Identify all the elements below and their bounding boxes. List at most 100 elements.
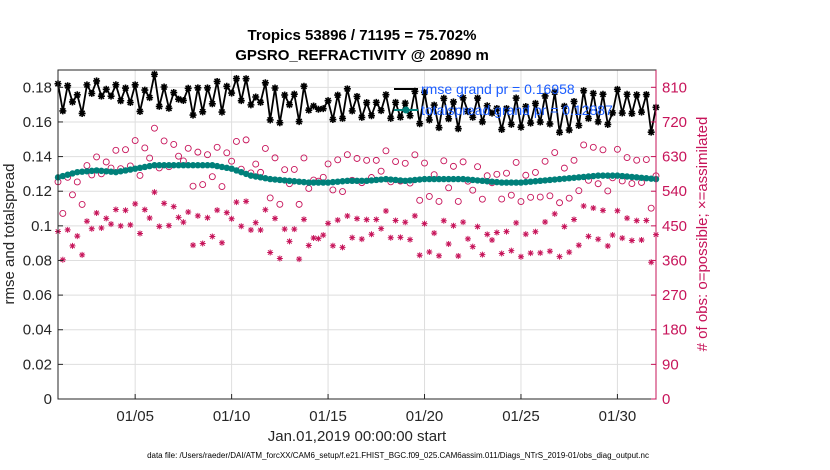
obs-assimilated-point [127, 221, 134, 228]
totalspread-point [469, 176, 476, 184]
rmse-point [565, 126, 573, 134]
data-file-footer: data file: /Users/raeder/DAI/ATM_forcXX/… [147, 451, 649, 460]
y-right-tick-label: 630 [662, 149, 687, 166]
obs-assimilated-point [175, 214, 182, 221]
rmse-point [406, 112, 414, 120]
obs-assimilated-point [267, 249, 274, 256]
y-left-tick-label: 0.18 [23, 79, 52, 96]
obs-possible-point [141, 144, 149, 152]
rmse-point [126, 99, 134, 107]
totalspread-point [402, 177, 409, 185]
rmse-point [387, 114, 395, 122]
totalspread-point [565, 175, 573, 182]
obs-assimilated-point [329, 242, 336, 249]
totalspread-point [537, 177, 544, 185]
obs-assimilated-point [498, 250, 505, 257]
y-left-tick-label: 0.14 [23, 149, 52, 166]
obs-assimilated-point [334, 217, 341, 224]
obs-possible-point [281, 166, 289, 174]
totalspread-point [527, 178, 534, 185]
obs-possible-point [363, 156, 371, 164]
obs-assimilated-point [79, 251, 86, 258]
totalspread-point [503, 179, 510, 186]
obs-possible-point [440, 157, 448, 165]
rmse-point [396, 113, 404, 121]
totalspread-point [223, 164, 230, 172]
obs-assimilated-point [257, 227, 264, 234]
rmse-point [454, 125, 462, 133]
rmse-point [88, 89, 96, 97]
obs-possible-point [454, 198, 462, 205]
obs-assimilated-point [74, 233, 81, 240]
rmse-point [141, 86, 149, 94]
obs-assimilated-point [435, 252, 442, 259]
obs-assimilated-point [243, 198, 250, 205]
obs-assimilated-point [392, 217, 399, 224]
rmse-point [73, 91, 81, 99]
obs-possible-point [425, 192, 433, 200]
rmse-point [117, 97, 125, 105]
obs-possible-point [599, 146, 607, 154]
rmse-point [213, 77, 221, 85]
totalspread-point [382, 175, 390, 183]
obs-assimilated-point [489, 237, 496, 244]
obs-assimilated-point [83, 218, 90, 225]
obs-assimilated-point [382, 207, 389, 214]
obs-possible-point [261, 144, 269, 152]
totalspread-point [575, 174, 583, 181]
obs-possible-point [642, 156, 650, 164]
totalspread-point [112, 168, 120, 176]
legend-totalspread: totalspread grand pr = 0.12887 [421, 102, 613, 118]
obs-possible-point [305, 185, 313, 192]
totalspread-point [194, 162, 202, 169]
rmse-point [556, 128, 564, 136]
totalspread-point [435, 175, 443, 183]
rmse-point [478, 118, 486, 126]
rmse-point [179, 96, 187, 104]
rmse-point [136, 107, 144, 115]
obs-assimilated-point [88, 225, 95, 232]
obs-possible-point [503, 169, 510, 177]
rmse-point [266, 116, 274, 124]
obs-possible-point [136, 171, 144, 179]
rmse-point [628, 110, 636, 118]
rmse-point [68, 98, 76, 106]
totalspread-point [74, 168, 81, 176]
totalspread-point [493, 178, 501, 186]
y-left-axis-label: rmse and totalspread [1, 164, 18, 305]
totalspread-point [88, 167, 95, 175]
obs-possible-point [151, 124, 158, 132]
totalspread-point [69, 170, 76, 177]
obs-possible-point [522, 171, 530, 179]
y-left-tick-label: 0 [44, 391, 52, 408]
totalspread-point [344, 177, 351, 185]
totalspread-point [339, 178, 346, 185]
obs-possible-point [613, 145, 621, 153]
obs-assimilated-point [151, 189, 158, 196]
rmse-point [382, 91, 390, 99]
obs-possible-point [377, 167, 385, 175]
totalspread-point [353, 177, 361, 185]
totalspread-point [78, 168, 86, 175]
obs-possible-point [556, 199, 563, 207]
totalspread-point [107, 168, 115, 175]
totalspread-point [199, 162, 206, 169]
obs-possible-point [498, 195, 506, 203]
obs-assimilated-point [407, 236, 414, 243]
obs-possible-point [493, 170, 501, 178]
obs-assimilated-point [411, 212, 418, 219]
totalspread-point [156, 162, 163, 169]
totalspread-point [209, 162, 216, 169]
totalspread-point [488, 178, 496, 185]
obs-possible-point [334, 156, 342, 164]
obs-assimilated-point [272, 215, 279, 222]
obs-assimilated-point [199, 240, 206, 247]
obs-assimilated-point [59, 256, 66, 263]
y-left-tick-label: 0.04 [23, 322, 52, 339]
obs-assimilated-point [69, 242, 76, 249]
y-left-tick-label: 0.12 [23, 183, 52, 200]
chart-title: Tropics 53896 / 71195 = 75.702% [248, 27, 477, 44]
y-left-tick-label: 0.02 [23, 356, 52, 373]
obs-assimilated-point [262, 206, 269, 213]
